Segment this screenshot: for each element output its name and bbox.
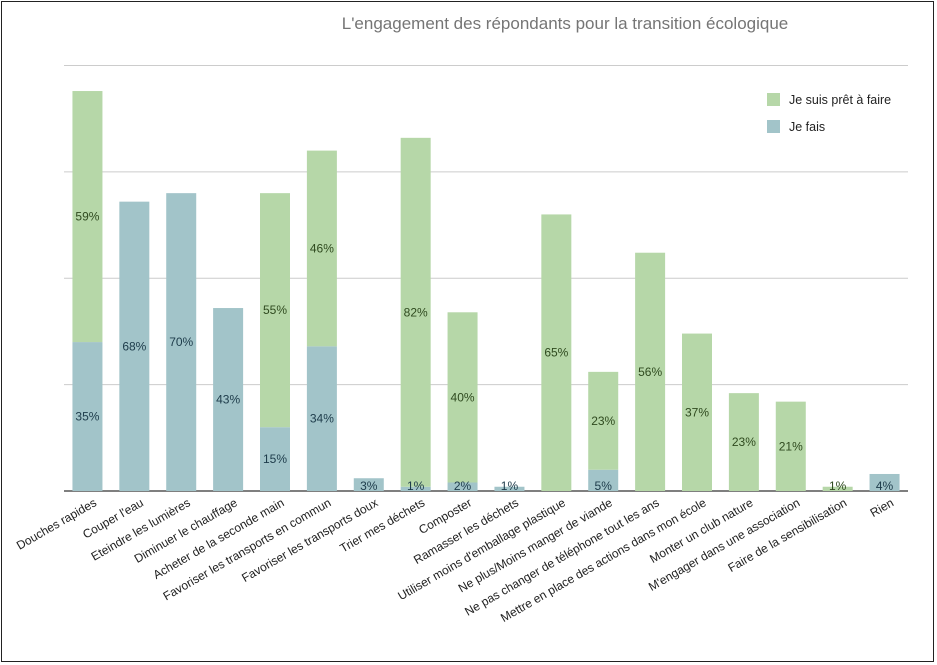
bar-je-fais [260,427,290,491]
bar-pret-a-faire [447,312,478,483]
bar-pret-a-faire [775,401,806,491]
data-label-je-fais: 5% [595,479,613,493]
data-label-je-fais: 3% [360,479,378,493]
bar-pret-a-faire [635,252,666,491]
data-label-je-fais: 2% [454,479,472,493]
data-label-pret-a-faire: 82% [404,305,428,319]
data-label-je-fais: 4% [876,479,894,493]
chart-title: L'engagement des répondants pour la tran… [341,14,789,33]
data-label-pret-a-faire: 37% [685,405,709,419]
bar-pret-a-faire [260,193,290,428]
bar-je-fais [166,193,197,491]
data-label-pret-a-faire: 40% [451,390,475,404]
bar-je-fais [213,308,244,491]
bar-je-fais [869,473,900,491]
bar-je-fais [494,486,525,491]
bar-je-fais [119,201,150,491]
legend-swatch [767,93,780,106]
x-tick-label: Douches rapides [14,495,99,552]
legend-label: Je fais [789,120,825,134]
data-label-je-fais: 70% [169,335,193,349]
data-label-pret-a-faire: 59% [75,210,99,224]
bar-je-fais [400,486,431,491]
bar-je-fais [447,482,478,491]
data-label-pret-a-faire: 65% [544,346,568,360]
data-label-je-fais: 1% [501,479,519,493]
data-label-pret-a-faire: 23% [732,435,756,449]
data-label-pret-a-faire: 55% [263,303,287,317]
bar-pret-a-faire [541,214,572,492]
bar-pret-a-faire [728,393,759,491]
bar-je-fais [588,469,619,491]
data-label-je-fais: 1% [407,479,425,493]
bar-pret-a-faire [822,486,853,491]
data-label-pret-a-faire: 1% [829,479,847,493]
data-label-pret-a-faire: 23% [591,414,615,428]
bar-pret-a-faire [588,371,619,470]
x-tick-label: Rien [868,495,896,519]
bar-pret-a-faire [400,137,431,487]
x-tick-label: Trier mes déchets [337,495,427,555]
bar-pret-a-faire [306,150,337,347]
data-label-pret-a-faire: 56% [638,365,662,379]
bar-pret-a-faire [682,333,712,491]
bar-je-fais [306,346,337,491]
data-label-je-fais: 34% [310,412,334,426]
data-label-pret-a-faire: 21% [779,439,803,453]
data-label-je-fais: 68% [122,339,146,353]
bar-je-fais [353,478,384,491]
bar-je-fais [72,342,103,491]
legend-label: Je suis prêt à faire [789,93,891,107]
data-label-pret-a-faire: 46% [310,241,334,255]
legend-swatch [767,120,780,133]
data-label-je-fais: 35% [75,410,99,424]
bar-pret-a-faire [72,91,103,343]
data-label-je-fais: 15% [263,452,287,466]
data-label-je-fais: 43% [216,393,240,407]
